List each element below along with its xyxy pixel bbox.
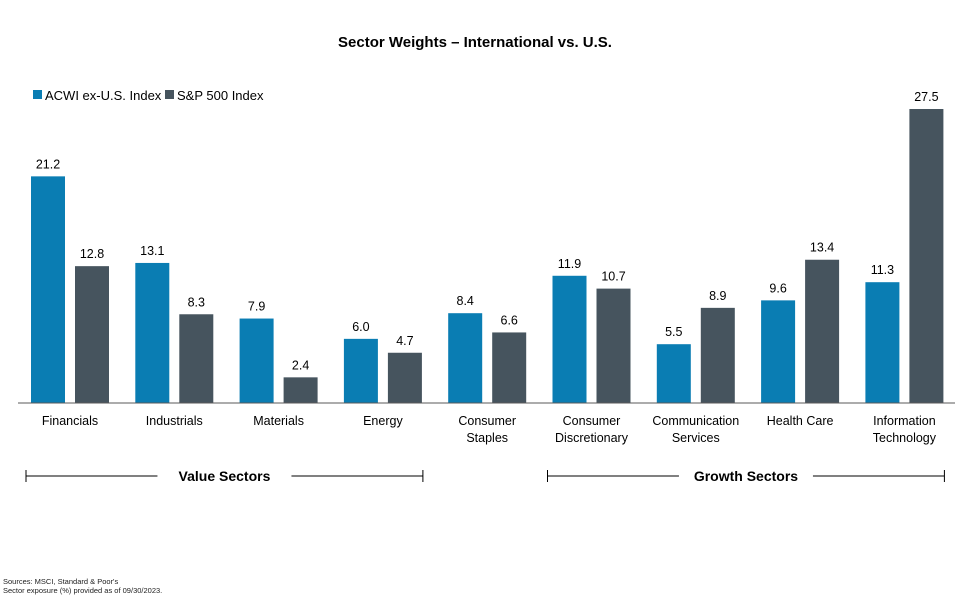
category-label-1-0: Industrials bbox=[146, 414, 203, 428]
data-label-acwi-3: 6.0 bbox=[352, 320, 369, 334]
group-label-1: Growth Sectors bbox=[694, 468, 798, 484]
bar-acwi-7 bbox=[761, 300, 796, 403]
category-label-4-1: Staples bbox=[466, 431, 508, 445]
legend-label-0: ACWI ex-U.S. Index bbox=[45, 88, 162, 103]
category-label-0-0: Financials bbox=[42, 414, 98, 428]
bar-acwi-5 bbox=[552, 275, 587, 403]
bar-sp500-4 bbox=[492, 332, 527, 403]
data-label-sp500-0: 12.8 bbox=[80, 247, 104, 261]
bar-sp500-1 bbox=[179, 314, 214, 403]
bar-acwi-6 bbox=[656, 344, 691, 403]
data-label-acwi-0: 21.2 bbox=[36, 157, 60, 171]
bar-sp500-7 bbox=[805, 259, 840, 403]
legend-label-1: S&P 500 Index bbox=[177, 88, 264, 103]
category-label-3-0: Energy bbox=[363, 414, 403, 428]
data-label-sp500-8: 27.5 bbox=[914, 90, 938, 104]
data-label-acwi-4: 8.4 bbox=[457, 294, 474, 308]
category-label-4-0: Consumer bbox=[458, 414, 516, 428]
category-label-8-0: Information bbox=[873, 414, 936, 428]
category-labels: Financials Industrials Materials Energy Cons… bbox=[42, 414, 937, 445]
sector-groups: Value Sectors Growth Sectors bbox=[25, 468, 945, 484]
bar-sp500-2 bbox=[283, 377, 318, 403]
bar-sp500-8 bbox=[909, 109, 944, 403]
footnote-sources: Sources: MSCI, Standard & Poor's bbox=[3, 577, 119, 586]
data-label-sp500-5: 10.7 bbox=[601, 270, 625, 284]
data-label-acwi-6: 5.5 bbox=[665, 325, 682, 339]
data-label-sp500-7: 13.4 bbox=[810, 241, 834, 255]
data-label-acwi-1: 13.1 bbox=[140, 244, 164, 258]
category-label-2-0: Materials bbox=[253, 414, 304, 428]
bar-sp500-0 bbox=[75, 266, 109, 403]
legend-swatch-1 bbox=[165, 90, 174, 99]
legend-swatch-0 bbox=[33, 90, 42, 99]
data-label-sp500-1: 8.3 bbox=[188, 295, 205, 309]
footnote: Sources: MSCI, Standard & Poor's Sector … bbox=[3, 577, 162, 595]
category-label-6-0: Communication bbox=[652, 414, 739, 428]
bar-acwi-2 bbox=[239, 318, 274, 403]
data-label-sp500-2: 2.4 bbox=[292, 358, 309, 372]
bar-acwi-8 bbox=[865, 282, 900, 403]
data-label-sp500-3: 4.7 bbox=[396, 334, 413, 348]
bar-acwi-0 bbox=[31, 176, 65, 403]
legend: ACWI ex-U.S. Index S&P 500 Index bbox=[33, 88, 264, 103]
data-label-acwi-7: 9.6 bbox=[769, 281, 786, 295]
data-label-acwi-2: 7.9 bbox=[248, 300, 265, 314]
category-label-6-1: Services bbox=[672, 431, 720, 445]
bar-sp500-3 bbox=[387, 352, 422, 403]
bar-acwi-4 bbox=[448, 313, 483, 403]
data-label-sp500-6: 8.9 bbox=[709, 289, 726, 303]
bar-acwi-1 bbox=[135, 262, 170, 403]
data-label-sp500-4: 6.6 bbox=[501, 313, 518, 327]
data-label-acwi-8: 11.3 bbox=[871, 263, 894, 277]
data-label-acwi-5: 11.9 bbox=[558, 257, 581, 271]
bars-group: 21.2 12.8 13.1 8.3 7.9 2.4 6.0 4.7 8.4 6.6 11.9 10.… bbox=[31, 90, 944, 403]
category-label-5-0: Consumer bbox=[563, 414, 621, 428]
bar-sp500-6 bbox=[700, 307, 735, 403]
bar-acwi-3 bbox=[343, 338, 378, 403]
category-label-5-1: Discretionary bbox=[555, 431, 629, 445]
category-label-7-0: Health Care bbox=[767, 414, 834, 428]
bar-sp500-5 bbox=[596, 288, 631, 403]
footnote-date: Sector exposure (%) provided as of 09/30… bbox=[3, 586, 163, 595]
chart-title: Sector Weights – International vs. U.S. bbox=[338, 34, 612, 51]
group-label-0: Value Sectors bbox=[179, 468, 271, 484]
category-label-8-1: Technology bbox=[873, 431, 937, 445]
